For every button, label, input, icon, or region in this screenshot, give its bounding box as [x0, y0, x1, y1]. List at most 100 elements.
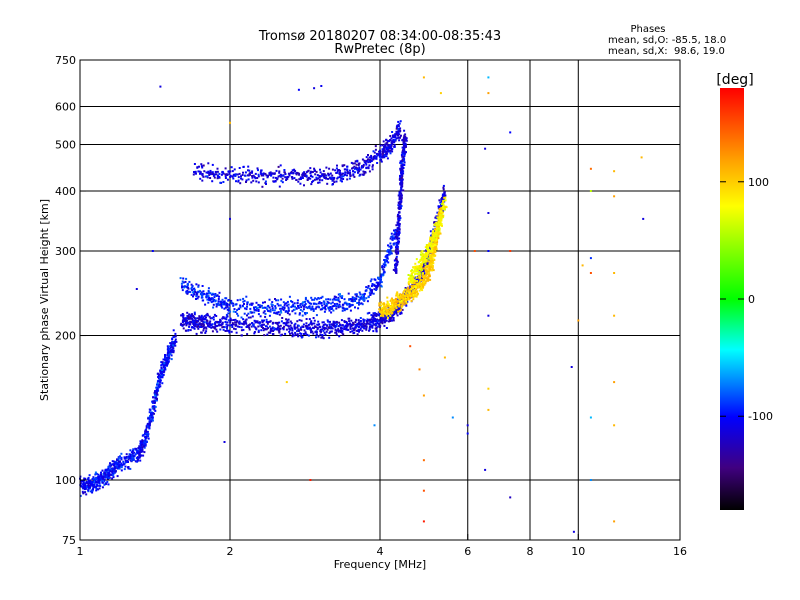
- data-point: [143, 446, 146, 449]
- data-point: [188, 322, 191, 325]
- data-point: [322, 337, 325, 340]
- data-point: [209, 177, 212, 179]
- data-point: [260, 326, 263, 328]
- data-point: [271, 322, 274, 325]
- data-point: [181, 280, 184, 283]
- data-point: [280, 320, 283, 323]
- data-point: [346, 307, 349, 310]
- data-point: [340, 327, 343, 330]
- data-point: [303, 171, 306, 174]
- data-point: [185, 324, 188, 327]
- data-point: [245, 326, 248, 328]
- data-point: [337, 296, 340, 299]
- data-point: [388, 149, 391, 152]
- data-point: [407, 274, 410, 276]
- data-point: [197, 285, 200, 288]
- data-point: [341, 297, 343, 299]
- data-point: [207, 325, 210, 328]
- data-point: [407, 286, 410, 289]
- data-point: [283, 325, 286, 328]
- data-point: [361, 297, 364, 300]
- data-point: [212, 174, 215, 177]
- data-point: [440, 212, 443, 215]
- data-point: [222, 300, 225, 303]
- data-point: [300, 306, 303, 309]
- data-point: [339, 323, 342, 326]
- data-point: [424, 255, 427, 258]
- data-point: [386, 141, 389, 144]
- data-point: [268, 314, 271, 317]
- data-point: [333, 324, 335, 327]
- data-point: [261, 324, 264, 326]
- data-point: [221, 306, 224, 309]
- data-point: [340, 319, 343, 322]
- data-point: [123, 468, 126, 471]
- data-point: [385, 327, 388, 329]
- data-point: [375, 289, 378, 291]
- data-point: [310, 329, 313, 331]
- data-point: [190, 326, 193, 329]
- data-point: [222, 316, 225, 319]
- data-point: [310, 174, 312, 177]
- data-point: [401, 175, 404, 178]
- data-point: [382, 315, 385, 318]
- data-point: [395, 269, 398, 272]
- data-point: [201, 318, 204, 321]
- data-point: [150, 414, 153, 416]
- data-point: [368, 164, 371, 167]
- data-point: [337, 298, 340, 301]
- data-point: [183, 285, 186, 288]
- data-point: [218, 172, 221, 175]
- data-point: [381, 148, 384, 151]
- data-point: [374, 314, 377, 317]
- data-point: [243, 303, 245, 305]
- data-point: [402, 136, 405, 139]
- data-point: [348, 298, 351, 301]
- data-point: [108, 464, 111, 467]
- data-point: [224, 330, 227, 332]
- data-point: [397, 120, 400, 123]
- data-point: [336, 298, 339, 301]
- data-point: [381, 266, 384, 269]
- data-point: [432, 255, 435, 258]
- data-point: [209, 171, 212, 174]
- data-point: [373, 323, 376, 326]
- data-point: [304, 296, 307, 299]
- data-point: [291, 327, 294, 330]
- data-point: [278, 325, 281, 328]
- data-point: [308, 307, 311, 310]
- data-point: [286, 304, 289, 307]
- y-tick-label: 400: [55, 185, 76, 198]
- data-point: [225, 313, 228, 316]
- data-point: [238, 172, 241, 175]
- data-point: [330, 311, 333, 314]
- data-point: [187, 287, 190, 290]
- data-point: [247, 165, 250, 168]
- data-point: [189, 291, 192, 293]
- data-point: [162, 370, 165, 373]
- data-point: [151, 416, 154, 419]
- data-point: [246, 301, 249, 304]
- data-point: [441, 214, 444, 217]
- data-point: [151, 419, 154, 422]
- data-point: [431, 267, 434, 270]
- data-point: [208, 174, 211, 176]
- data-point: [272, 176, 275, 179]
- data-point: [305, 326, 308, 329]
- data-point: [285, 328, 288, 331]
- data-point: [325, 298, 328, 301]
- data-point: [407, 295, 410, 298]
- data-point: [430, 248, 433, 251]
- data-point: [426, 263, 429, 266]
- data-point: [367, 154, 369, 156]
- data-point: [404, 292, 407, 295]
- data-point: [141, 442, 144, 445]
- data-point: [371, 164, 374, 167]
- data-point: [353, 165, 356, 168]
- data-point: [265, 320, 268, 323]
- data-point: [435, 248, 438, 251]
- data-point: [427, 243, 430, 246]
- data-point: [211, 163, 214, 166]
- data-point: [439, 213, 442, 216]
- data-point: [259, 315, 262, 318]
